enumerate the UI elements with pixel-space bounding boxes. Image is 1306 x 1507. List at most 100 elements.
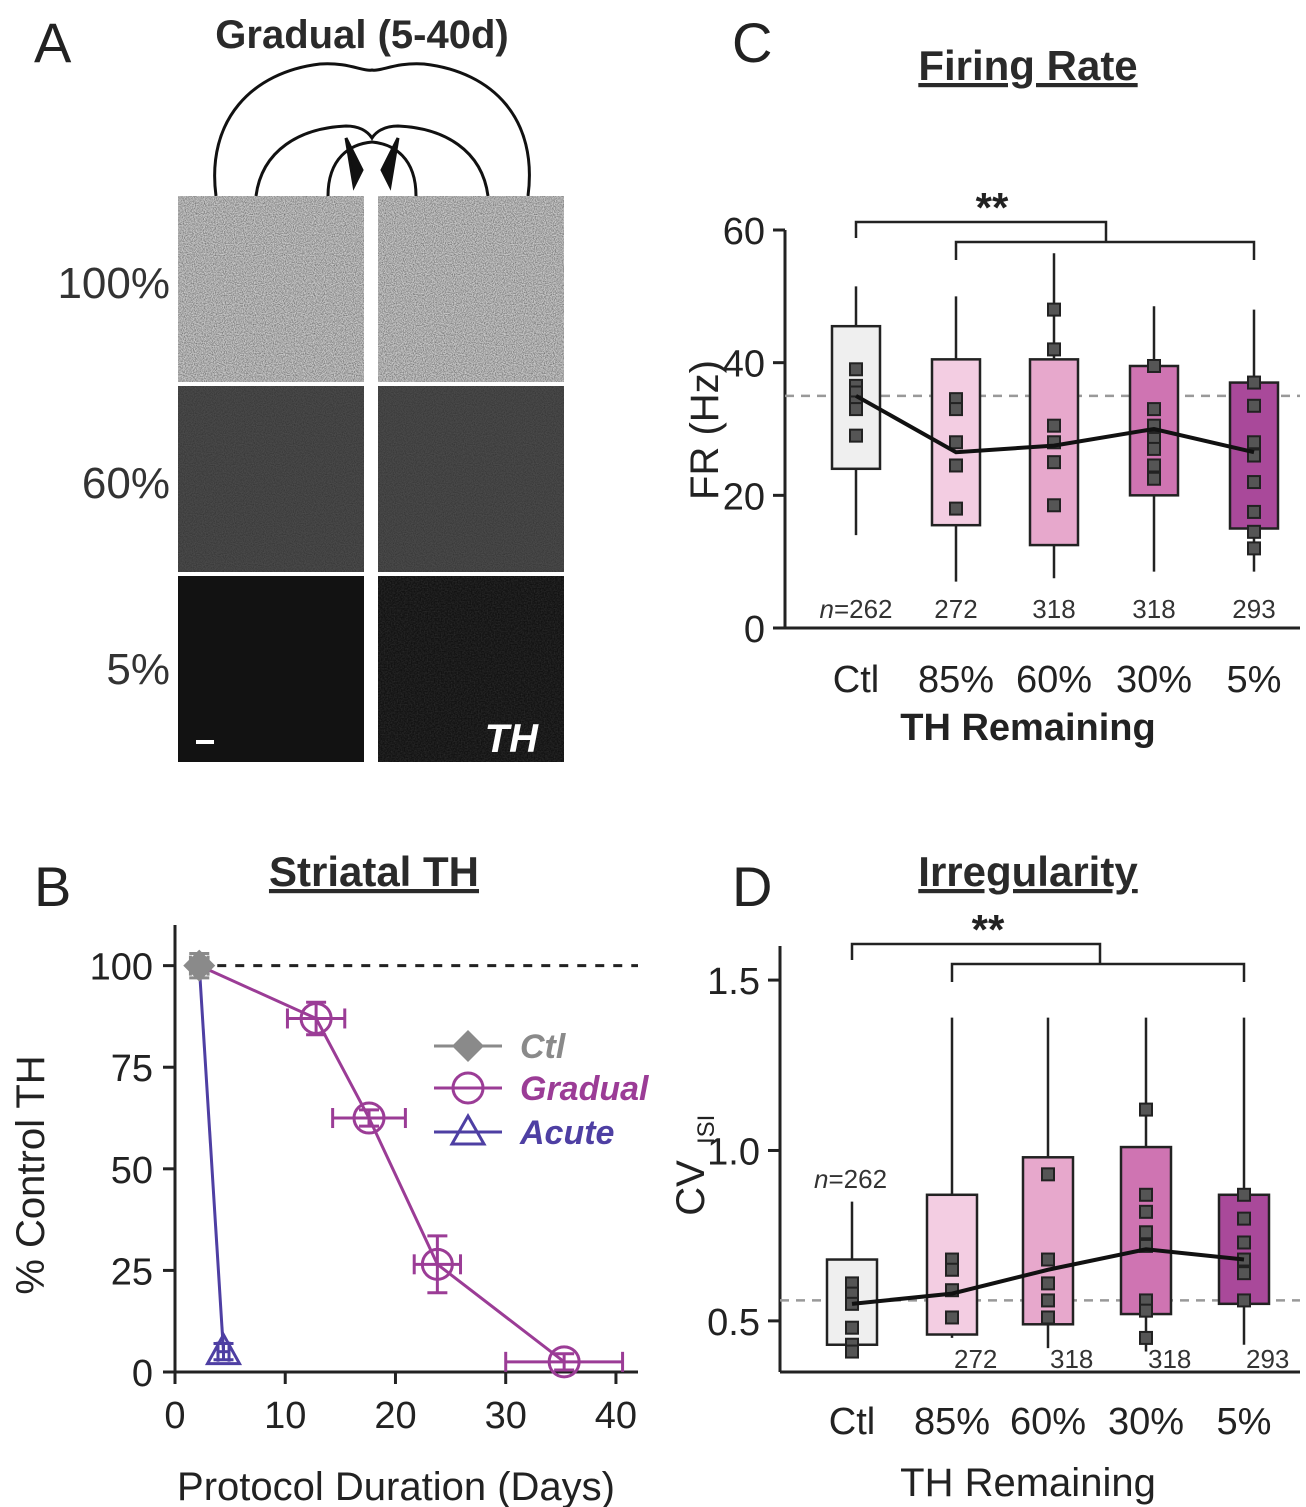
d-n-label: n=262	[814, 1164, 887, 1194]
d-n-label: 293	[1246, 1344, 1289, 1374]
d-n-label: 318	[1148, 1344, 1191, 1374]
b-x-tick-label: 0	[164, 1395, 185, 1437]
panel-c-x-axis-label: TH Remaining	[900, 707, 1155, 749]
c-point	[1247, 475, 1261, 490]
d-box	[1119, 1145, 1173, 1316]
panel-b: B Striatal TH Protocol Duration (Days) %…	[9, 848, 650, 1507]
b-y-tick-label: 75	[111, 1048, 153, 1090]
tile-60-left	[178, 386, 364, 572]
d-bracket-lesion	[950, 962, 1246, 982]
d-point	[1237, 1235, 1251, 1250]
c-point	[949, 458, 963, 473]
d-y-tick-label: 0.5	[707, 1302, 760, 1344]
d-median-line	[851, 1247, 1245, 1306]
b-point-gradual	[352, 1101, 386, 1135]
c-point	[849, 362, 863, 377]
panel-c-significance: **	[976, 184, 1009, 231]
d-y-tick-label: 1.0	[707, 1131, 760, 1173]
d-category-label: 30%	[1108, 1401, 1184, 1443]
c-point	[1247, 541, 1261, 556]
panel-d-significance: **	[972, 906, 1005, 953]
d-point	[1041, 1293, 1055, 1308]
b-y-tick-label: 0	[132, 1353, 153, 1395]
c-point	[849, 402, 863, 417]
d-point	[1139, 1204, 1153, 1219]
d-point	[1237, 1187, 1251, 1202]
c-box	[1028, 358, 1080, 547]
b-point-ctl	[183, 949, 216, 982]
legend-gradual: Gradual	[520, 1070, 650, 1108]
d-category-label: 85%	[914, 1401, 990, 1443]
c-point	[1047, 455, 1061, 470]
d-bracket-ctl	[850, 942, 1102, 964]
c-y-tick-label: 0	[744, 609, 765, 651]
d-point	[1237, 1211, 1251, 1226]
c-point	[949, 402, 963, 417]
panel-b-x-axis-label: Protocol Duration (Days)	[177, 1465, 615, 1507]
d-point	[845, 1344, 859, 1359]
c-bracket-ctl	[854, 220, 1108, 242]
d-point	[1139, 1187, 1153, 1202]
c-n-label: 318	[1032, 594, 1075, 624]
d-n-label: 272	[954, 1344, 997, 1374]
d-point	[845, 1320, 859, 1335]
b-x-tick-label: 10	[264, 1395, 306, 1437]
c-y-tick-label: 60	[723, 211, 765, 253]
panel-d: D Irregularity TH Remaining CV ISI ** 0.…	[669, 848, 1300, 1505]
panel-c-letter: C	[732, 11, 772, 74]
panel-c: C Firing Rate TH Remaining FR (Hz) ** 0 2…	[683, 11, 1300, 749]
b-line-acute	[197, 965, 226, 1352]
tile-5-left	[178, 576, 364, 762]
d-point	[945, 1262, 959, 1277]
c-median-line	[855, 394, 1255, 455]
panel-d-y-axis-label: CV ISI	[669, 1115, 720, 1216]
b-point-gradual	[547, 1345, 581, 1379]
panel-d-title: Irregularity	[918, 848, 1138, 895]
c-point	[1047, 302, 1061, 317]
c-point	[1247, 435, 1261, 450]
b-y-tick-label: 25	[111, 1251, 153, 1293]
c-point	[1247, 524, 1261, 539]
b-y-tick-label: 100	[90, 947, 153, 989]
d-point	[945, 1310, 959, 1325]
panel-a-title: Gradual (5-40d)	[215, 13, 508, 57]
stain-label: TH	[485, 717, 539, 761]
d-category-label: Ctl	[829, 1401, 875, 1443]
panel-b-y-axis-label: % Control TH	[9, 1055, 53, 1294]
legend-diamond-icon	[452, 1030, 484, 1062]
c-point	[1247, 398, 1261, 413]
c-point	[1247, 375, 1261, 390]
c-y-tick-label: 20	[723, 476, 765, 518]
b-point-gradual	[299, 1001, 333, 1035]
c-point	[1147, 402, 1161, 417]
d-category-label: 5%	[1217, 1401, 1272, 1443]
d-point	[1139, 1330, 1153, 1345]
b-x-tick-label: 20	[374, 1395, 416, 1437]
panel-b-title: Striatal TH	[269, 848, 479, 895]
d-point	[1041, 1167, 1055, 1182]
b-x-tick-label: 30	[485, 1395, 527, 1437]
b-point-acute	[204, 1331, 243, 1366]
b-x-tick-label: 40	[595, 1395, 637, 1437]
c-category-label: 30%	[1116, 659, 1192, 701]
tile-100-right	[378, 196, 564, 382]
c-n-label: 272	[934, 594, 977, 624]
panel-c-title: Firing Rate	[918, 42, 1137, 89]
d-y-tick-label: 1.5	[707, 961, 760, 1003]
legend-ctl: Ctl	[520, 1028, 567, 1066]
c-point	[949, 435, 963, 450]
d-point	[1041, 1252, 1055, 1267]
brain-section-diagram	[213, 62, 531, 197]
legend-triangle-icon	[449, 1112, 487, 1146]
c-point	[849, 428, 863, 443]
c-point	[1247, 504, 1261, 519]
d-category-label: 60%	[1010, 1401, 1086, 1443]
c-n-label: n=262	[819, 594, 892, 624]
c-y-tick-label: 40	[723, 344, 765, 386]
tile-5-right	[378, 576, 564, 762]
c-point	[1147, 471, 1161, 486]
c-n-label: 293	[1232, 594, 1275, 624]
c-point	[949, 501, 963, 516]
c-point	[1047, 418, 1061, 433]
panel-c-plot: 0 20 40 60 Ctl 85% 60% 30% 5% n=262 272 318 318 293	[723, 211, 1300, 701]
